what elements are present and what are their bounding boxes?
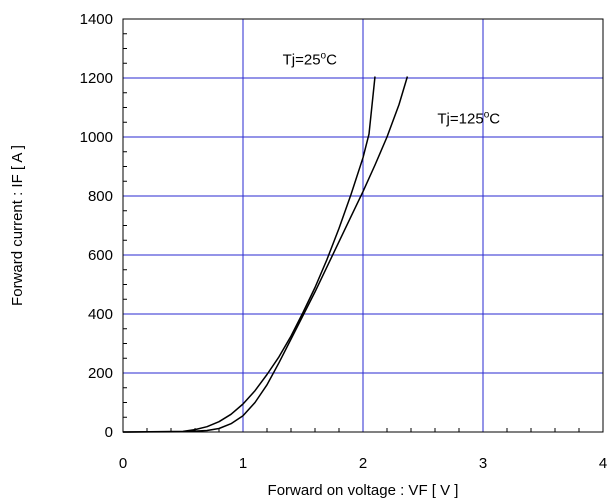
x-tick-label: 2	[359, 455, 367, 472]
x-tick-label: 1	[239, 455, 247, 472]
series-line-0	[122, 76, 376, 433]
y-tick-label: 600	[88, 247, 113, 264]
series-label-1: Tj=125oC	[437, 110, 500, 128]
x-tick-label: 3	[479, 455, 487, 472]
y-axis-title: Forward current : IF [ A ]	[9, 145, 26, 306]
y-tick-label: 1200	[80, 70, 113, 87]
grid-lines	[123, 19, 603, 432]
series-layer	[122, 76, 409, 433]
y-tick-label: 0	[105, 424, 113, 441]
series-label-0: Tj=25oC	[283, 51, 338, 69]
x-tick-label: 0	[119, 455, 127, 472]
y-tick-label: 200	[88, 365, 113, 382]
plot-frame	[122, 18, 604, 433]
y-tick-label: 1400	[80, 11, 113, 28]
y-tick-label: 400	[88, 306, 113, 323]
y-tick-label: 1000	[80, 129, 113, 146]
y-tick-labels: 0 200 400 600 800 1000 1200 1400	[80, 11, 113, 441]
x-tick-labels: 0 1 2 3 4	[119, 455, 607, 472]
series-line-1	[122, 76, 409, 433]
annotations: Tj=25oC Tj=125oC	[283, 51, 501, 128]
x-axis-title: Forward on voltage : VF [ V ]	[268, 482, 459, 499]
y-tick-label: 800	[88, 188, 113, 205]
x-tick-label: 4	[599, 455, 607, 472]
